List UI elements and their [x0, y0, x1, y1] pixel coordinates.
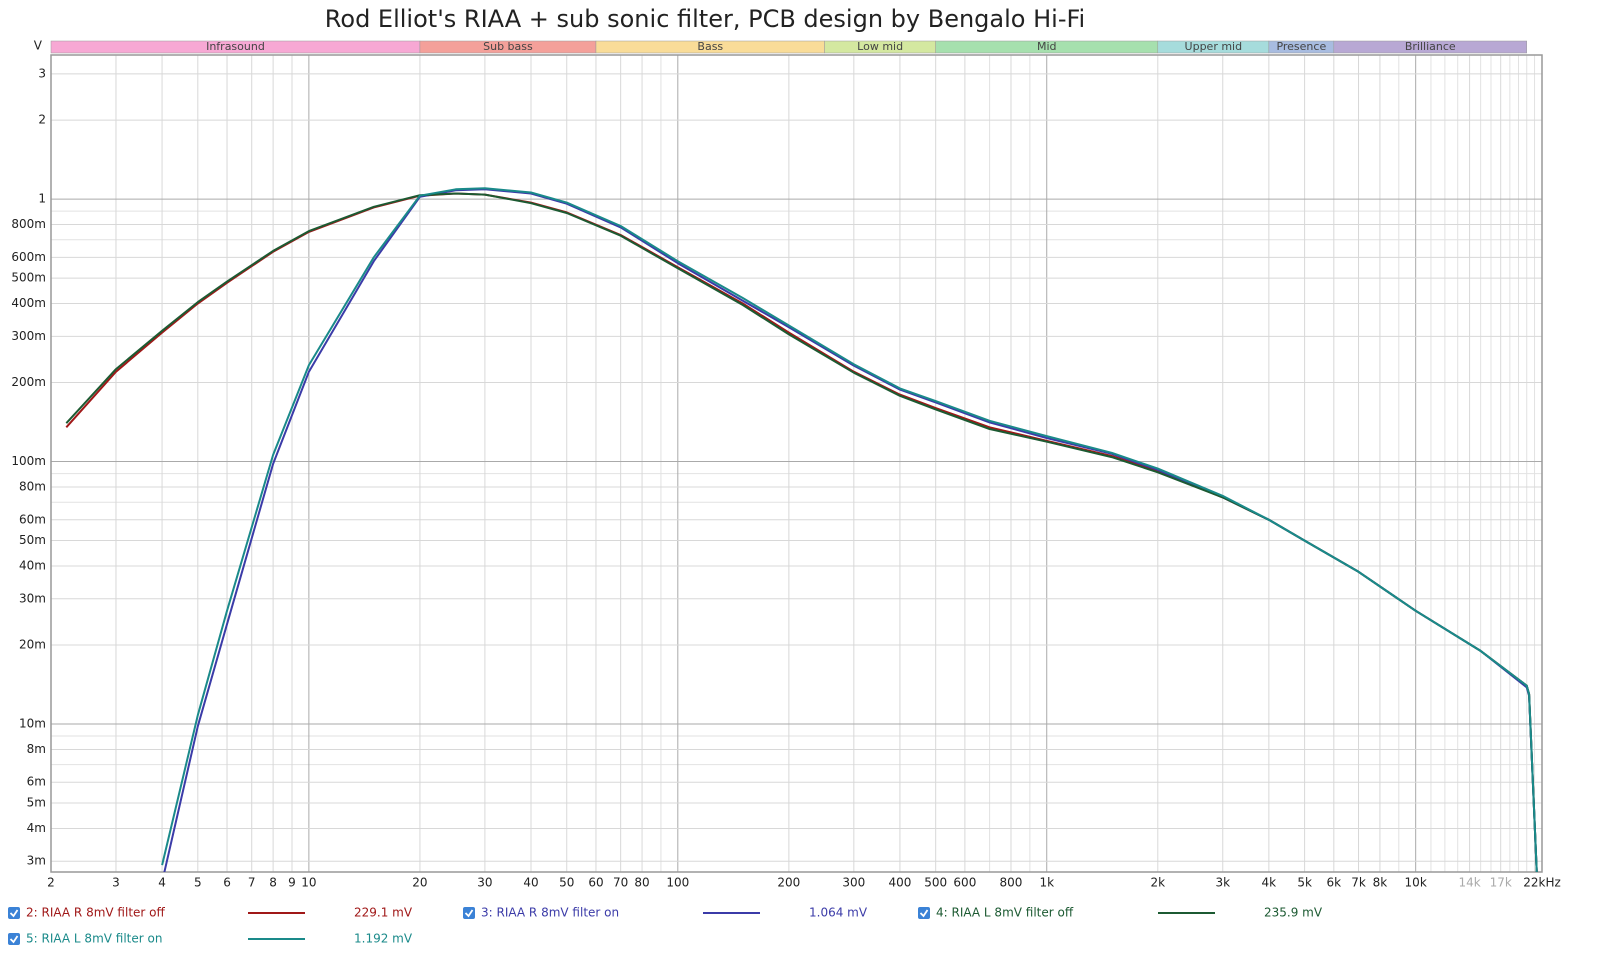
legend-item: 5: RIAA L 8mV filter on 1.192 mV [8, 932, 413, 946]
legend-reading: 229.1 mV [354, 906, 413, 920]
legend-label: 5: RIAA L 8mV filter on [26, 932, 162, 946]
x-tick-label: 8 [269, 876, 277, 890]
x-tick-label: 3k [1215, 876, 1230, 890]
series-line [161, 187, 1538, 872]
y-tick-label: 2 [38, 113, 46, 127]
legend-check [464, 909, 474, 918]
x-tick-label: 500 [924, 876, 947, 890]
legend-check [9, 909, 19, 918]
y-tick-label: 50m [19, 533, 46, 547]
band-label: Bass [697, 40, 723, 53]
legend-label: 4: RIAA L 8mV filter off [936, 906, 1074, 920]
legend-item: 2: RIAA R 8mV filter off 229.1 mV [8, 906, 413, 920]
y-tick-label: 8m [27, 742, 46, 756]
y-tick-label: 600m [11, 250, 46, 264]
x-tick-label: 70 [613, 876, 628, 890]
chart-title: Rod Elliot's RIAA + sub sonic filter, PC… [325, 5, 1085, 33]
x-tick-label: 1k [1039, 876, 1054, 890]
y-tick-label: 20m [19, 638, 46, 652]
legend-checkbox[interactable] [8, 933, 20, 945]
x-tick-label: 10k [1405, 876, 1427, 890]
legend-reading: 1.064 mV [809, 906, 868, 920]
legend-label: 2: RIAA R 8mV filter off [26, 906, 166, 920]
x-tick-label: 20 [412, 876, 427, 890]
y-tick-label: 300m [11, 329, 46, 343]
band-label: Sub bass [483, 40, 533, 53]
y-tick-label: 5m [27, 796, 46, 810]
band-label: Presence [1276, 40, 1326, 53]
legend-reading: 1.192 mV [354, 932, 413, 946]
x-tick-label: 22kHz [1523, 876, 1561, 890]
y-tick-label: 3 [38, 66, 46, 80]
band-label: Upper mid [1185, 40, 1243, 53]
x-tick-label: 30 [477, 876, 492, 890]
x-tick-label: 4 [158, 876, 166, 890]
x-tick-label: 5 [194, 876, 202, 890]
band-label: Low mid [857, 40, 903, 53]
x-tick-label: 7 [248, 876, 256, 890]
x-tick-label: 600 [953, 876, 976, 890]
band-label: Brilliance [1405, 40, 1456, 53]
legend-item: 3: RIAA R 8mV filter on 1.064 mV [463, 906, 868, 920]
x-tick-label: 2k [1150, 876, 1165, 890]
y-tick-label: 1 [38, 192, 46, 206]
y-tick-label: 500m [11, 271, 46, 285]
y-tick-label: 400m [11, 296, 46, 310]
y-tick-label: 100m [11, 454, 46, 468]
x-tick-label: 17k [1490, 876, 1512, 890]
legend-check [919, 909, 929, 918]
x-tick-label: 10 [301, 876, 316, 890]
legend-reading: 235.9 mV [1264, 906, 1323, 920]
x-tick-label: 3 [112, 876, 120, 890]
x-tick-label: 8k [1373, 876, 1388, 890]
x-tick-label: 200 [777, 876, 800, 890]
y-tick-label: 3m [27, 854, 46, 868]
y-tick-label: 30m [19, 591, 46, 605]
x-tick-label: 6 [223, 876, 231, 890]
y-tick-label: 60m [19, 512, 46, 526]
x-tick-label: 300 [842, 876, 865, 890]
y-tick-label: 40m [19, 558, 46, 572]
x-tick-label: 2 [47, 876, 55, 890]
x-tick-label: 14k [1458, 876, 1480, 890]
x-tick-label: 60 [588, 876, 603, 890]
plot-frame [50, 54, 1543, 873]
y-tick-label: 10m [19, 717, 46, 731]
band-label: Mid [1037, 40, 1057, 53]
x-tick-label: 7k [1351, 876, 1366, 890]
x-tick-label: 6k [1327, 876, 1342, 890]
x-tick-label: 80 [634, 876, 649, 890]
legend-checkbox[interactable] [918, 907, 930, 919]
x-tick-label: 400 [888, 876, 911, 890]
y-tick-label: 80m [19, 479, 46, 493]
y-tick-label: 6m [27, 775, 46, 789]
legend-checkbox[interactable] [8, 907, 20, 919]
y-tick-label: 800m [11, 217, 46, 231]
x-tick-label: 40 [523, 876, 538, 890]
y-tick-label: 200m [11, 375, 46, 389]
y-tick-label: 4m [27, 821, 46, 835]
band [1333, 40, 1527, 54]
band-label: Infrasound [206, 40, 265, 53]
legend-item: 4: RIAA L 8mV filter off 235.9 mV [918, 906, 1323, 920]
x-tick-label: 4k [1262, 876, 1277, 890]
x-tick-label: 800 [1000, 876, 1023, 890]
legend-label: 3: RIAA R 8mV filter on [481, 906, 619, 920]
legend-check [9, 935, 19, 944]
x-tick-label: 9 [288, 876, 296, 890]
legend-checkbox[interactable] [463, 907, 475, 919]
x-tick-label: 5k [1297, 876, 1312, 890]
y-axis-label: V [34, 39, 43, 53]
x-tick-label: 50 [559, 876, 574, 890]
x-tick-label: 100 [666, 876, 689, 890]
